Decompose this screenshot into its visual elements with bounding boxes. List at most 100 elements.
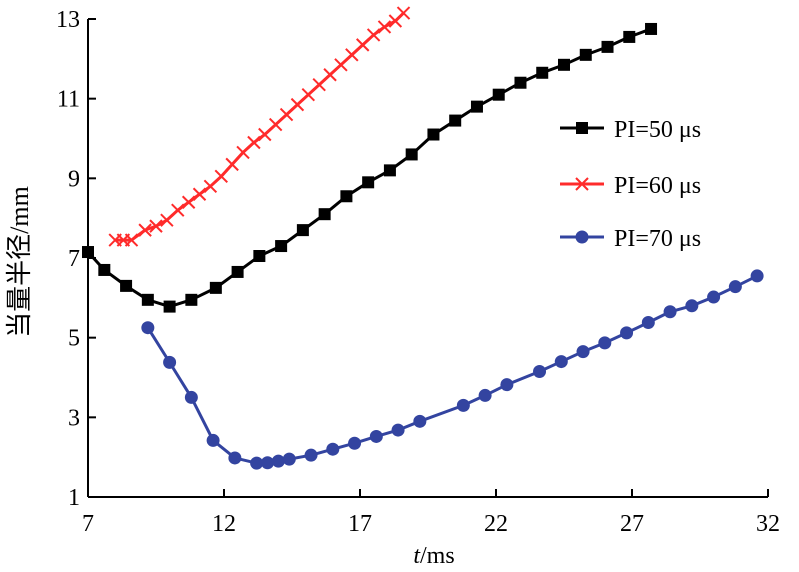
data-point [282,452,296,466]
data-point [413,414,427,428]
data-point [598,336,612,350]
legend-entry-2: PI=60 μs [560,173,701,199]
data-point [334,58,348,72]
data-point [391,423,405,437]
data-point [641,316,655,330]
axes [87,18,769,498]
x-marker-stroke [312,78,326,92]
y-tick-label: 5 [68,326,80,352]
data-point [236,145,250,160]
x-marker-stroke [258,127,272,142]
data-point [312,78,326,92]
data-point [685,299,699,313]
data-point [275,240,288,253]
data-point [192,187,207,201]
x-marker-stroke [138,223,152,237]
x-tick-label: 27 [620,511,644,537]
data-point [348,436,362,450]
legend-entry-3: PI=70 μs [560,226,701,252]
data-point [160,213,174,227]
legend-marker [575,177,589,191]
data-point [250,456,264,470]
data-point [558,58,570,71]
series-line [146,274,758,465]
data-point [268,117,283,132]
legend-marker [575,230,589,244]
x-marker-stroke [149,219,163,233]
data-point [478,388,492,402]
data-point [225,157,239,172]
data-point [323,68,337,82]
data-point [279,107,294,122]
series-layer [82,6,764,470]
data-point [470,100,483,113]
x-axis-label: t/ms [413,543,454,569]
data-point [750,269,764,283]
x-axis-label-unit: /ms [420,543,455,569]
data-point [214,169,228,184]
x-marker-stroke [214,169,228,184]
data-point [449,114,462,127]
x-marker-stroke [192,187,207,201]
x-tick-label: 22 [484,511,508,537]
x-marker-stroke [290,97,305,112]
data-point [663,305,677,319]
data-point [171,203,185,217]
data-point [181,195,196,209]
data-point [258,127,272,142]
data-point [163,300,176,313]
data-point [184,390,198,404]
data-point [271,454,285,468]
x-marker-stroke [160,213,174,227]
data-point [533,365,547,379]
data-point [149,219,163,233]
data-point [82,246,94,259]
data-point [405,148,418,161]
data-point [427,128,440,141]
x-marker-stroke [171,203,185,217]
data-point [206,433,220,447]
data-point [576,345,590,359]
legend: PI=50 μs PI=60 μs PI=70 μs [560,117,701,252]
x-marker-stroke [356,38,370,52]
y-tick-label: 1 [68,485,80,511]
data-point [296,224,309,237]
y-tick-label: 11 [57,87,80,113]
data-point [124,233,139,247]
x-marker-stroke [366,28,381,42]
data-point [366,28,381,42]
legend-label: PI=60 μs [614,173,701,199]
x-marker-stroke [279,107,294,122]
y-tick-label: 9 [68,166,80,192]
data-point [707,290,721,304]
x-tick-label: 17 [348,511,372,537]
legend-label: PI=70 μs [614,226,701,252]
data-point [554,355,568,369]
data-point [247,135,261,150]
x-marker-stroke [247,135,261,150]
x-marker-stroke [268,117,283,132]
data-point [141,293,154,306]
y-tick-label: 7 [68,246,80,272]
series-2 [108,6,411,247]
data-point [536,66,549,79]
data-point [579,48,592,61]
x-marker-stroke [301,87,316,102]
y-axis-label: 当量半径/mm [5,186,34,338]
data-point [623,30,636,43]
data-point [301,87,316,102]
data-point [377,20,392,34]
data-point [231,265,244,278]
x-marker-stroke [181,195,196,209]
x-marker-stroke [225,157,239,172]
y-tick-label: 13 [56,7,80,33]
x-tick-label: 12 [212,511,236,537]
data-point [514,76,527,89]
data-point [456,398,470,412]
x-marker-stroke [575,177,589,191]
data-point [261,456,275,470]
data-point [163,355,177,369]
data-point [492,88,505,101]
